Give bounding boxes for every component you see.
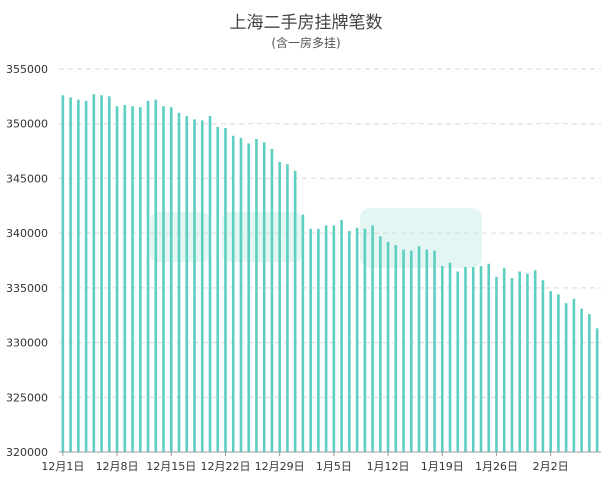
bar — [61, 95, 65, 452]
bar — [425, 249, 429, 452]
bar — [533, 270, 537, 452]
bar — [363, 228, 367, 452]
bar — [224, 128, 227, 452]
bar — [293, 170, 297, 452]
x-tick-label: 12月1日 — [41, 460, 84, 473]
bar — [549, 291, 552, 452]
bar — [379, 236, 382, 452]
bar — [495, 276, 498, 452]
bar — [348, 230, 351, 452]
x-tick-label: 1月12日 — [367, 460, 410, 473]
bar — [464, 267, 467, 452]
bar — [564, 303, 568, 452]
x-tick-label: 12月29日 — [255, 460, 305, 473]
bar — [433, 250, 436, 452]
bar — [456, 271, 460, 452]
x-axis-ticks: 12月1日 12月8日 12月15日 12月22日 12月29日 1月5日 1月12日 1月1… — [41, 452, 569, 473]
bar — [309, 228, 312, 452]
bar — [131, 106, 134, 453]
bar — [216, 127, 220, 452]
bar — [448, 262, 452, 452]
bar — [371, 225, 374, 452]
bar — [255, 139, 258, 452]
bar — [200, 120, 204, 453]
y-tick-label: 325000 — [6, 391, 48, 404]
bar — [239, 137, 243, 452]
watermark — [150, 208, 482, 268]
y-axis-ticks: 320000 325000 330000 335000 340000 345000 3500… — [6, 63, 48, 459]
bar — [84, 100, 88, 452]
x-tick-label: 1月19日 — [421, 460, 464, 473]
x-tick-label: 2月2日 — [533, 460, 569, 473]
bars — [61, 94, 599, 453]
bar — [162, 106, 165, 453]
bar — [332, 225, 336, 452]
x-tick-label: 12月15日 — [146, 460, 196, 473]
bar — [479, 265, 483, 452]
bar — [139, 107, 142, 453]
y-tick-label: 345000 — [6, 172, 48, 185]
bar — [588, 314, 591, 452]
bar — [471, 267, 475, 452]
y-tick-label: 320000 — [6, 446, 48, 459]
bar — [270, 148, 274, 452]
bar — [247, 143, 250, 452]
bar — [417, 246, 421, 452]
bar — [69, 97, 72, 452]
x-tick-label: 1月26日 — [475, 460, 518, 473]
bar — [324, 225, 328, 452]
bar — [526, 273, 529, 452]
bar — [262, 142, 266, 452]
bar — [580, 308, 583, 452]
bar — [185, 116, 189, 453]
y-tick-label: 330000 — [6, 337, 48, 350]
chart-title: 上海二手房挂牌笔数 — [230, 13, 383, 33]
y-tick-label: 355000 — [6, 63, 48, 76]
x-tick-label: 12月8日 — [96, 460, 139, 473]
bar — [92, 94, 96, 453]
bar — [572, 298, 576, 452]
bar — [355, 227, 359, 452]
bar — [557, 294, 560, 452]
bar — [317, 228, 320, 452]
bar — [502, 268, 506, 452]
x-tick-label: 12月22日 — [200, 460, 250, 473]
bar — [487, 263, 491, 452]
bar — [169, 107, 173, 453]
bar — [394, 245, 398, 452]
bar — [278, 162, 281, 452]
bar — [510, 278, 514, 452]
bar — [115, 106, 119, 453]
bar — [541, 280, 545, 452]
chart-subtitle: (含一房多挂) — [271, 35, 340, 50]
bar — [77, 99, 80, 452]
y-tick-label: 340000 — [6, 227, 48, 240]
bar — [410, 250, 413, 452]
bar — [518, 271, 521, 452]
bar — [123, 105, 127, 453]
bar — [208, 116, 212, 453]
y-tick-label: 350000 — [6, 118, 48, 131]
bar — [193, 119, 196, 452]
y-tick-label: 335000 — [6, 282, 48, 295]
bar — [108, 96, 111, 453]
bar — [440, 265, 444, 452]
bar — [231, 135, 235, 452]
bar — [154, 99, 158, 452]
bar — [146, 100, 150, 452]
x-tick-label: 1月5日 — [316, 460, 352, 473]
bar — [301, 214, 305, 452]
bar — [100, 95, 103, 452]
bar — [286, 164, 289, 452]
bar — [402, 249, 405, 452]
bar — [595, 328, 599, 452]
bar — [340, 220, 343, 452]
bar — [386, 241, 390, 452]
bar — [177, 112, 181, 453]
